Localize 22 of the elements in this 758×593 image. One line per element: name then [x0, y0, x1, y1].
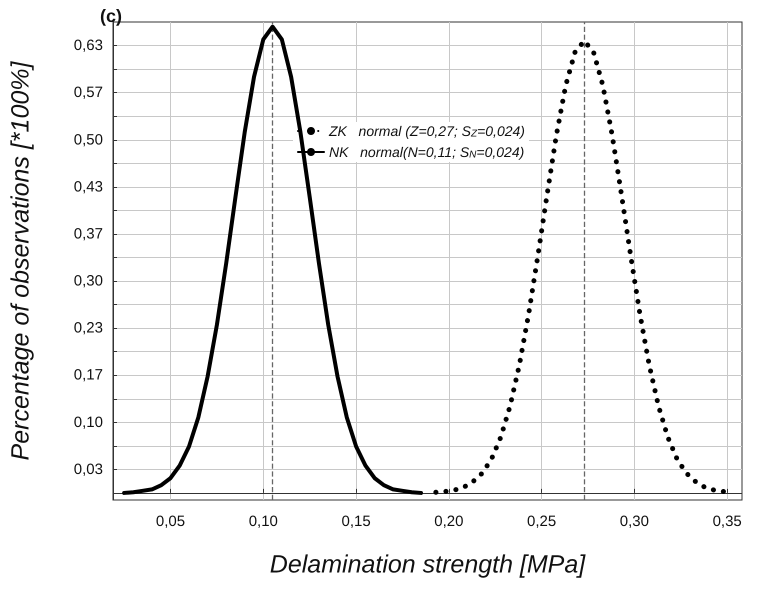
- x-tick-label: 0,10: [248, 513, 278, 530]
- y-tick-label: 0,50: [74, 131, 103, 148]
- x-tick-label: 0,30: [620, 513, 649, 530]
- y-tick-label: 0,37: [74, 225, 103, 242]
- x-axis-title: Delamination strength [MPa]: [270, 550, 586, 578]
- y-axis-title: Percentage of observations [*100%]: [6, 60, 34, 460]
- x-tick-label: 0,05: [156, 513, 186, 530]
- x-tick-label: 0,15: [341, 513, 371, 530]
- legend-label: ZK normal (Z=0,27; SZ=0,024): [328, 123, 525, 140]
- y-tick-label: 0,43: [74, 178, 103, 196]
- y-tick-label: 0,17: [74, 366, 103, 384]
- x-tick-label: 0,25: [527, 513, 556, 530]
- y-tick-label: 0,10: [74, 414, 103, 431]
- y-tick-label: 0,23: [74, 320, 103, 337]
- y-tick-label: 0,57: [74, 84, 103, 102]
- x-tick-label: 0,35: [712, 513, 742, 530]
- chart-title: (c): [100, 6, 122, 26]
- y-tick-label: 0,30: [74, 272, 103, 290]
- y-tick-label: 0,63: [74, 37, 103, 54]
- legend-label: NK normal(N=0,11; SN=0,024): [329, 144, 524, 160]
- x-tick-label: 0,20: [434, 513, 464, 530]
- y-tick-label: 0,03: [74, 460, 103, 478]
